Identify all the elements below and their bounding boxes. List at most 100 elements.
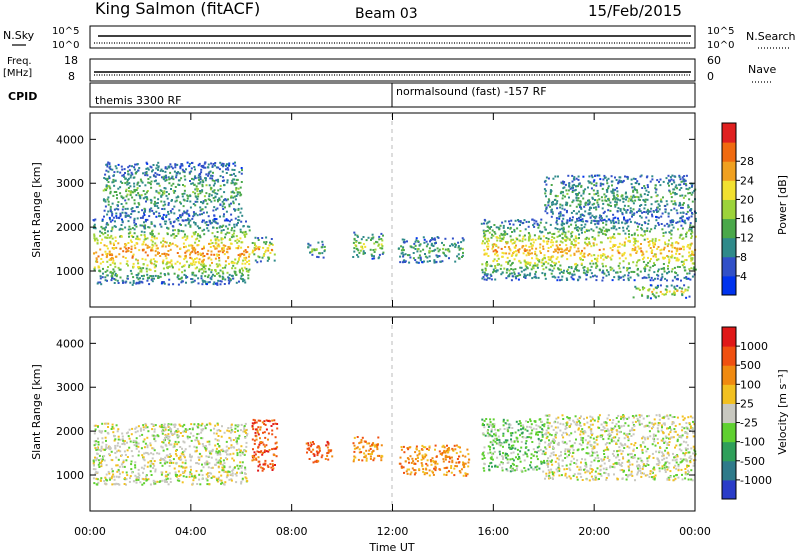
echo-pixel xyxy=(535,239,537,241)
echo-pixel xyxy=(693,268,695,270)
echo-pixel xyxy=(139,197,141,199)
echo-pixel xyxy=(218,244,220,246)
echo-pixel xyxy=(145,220,147,222)
echo-pixel xyxy=(595,206,597,208)
echo-pixel xyxy=(234,428,236,430)
echo-pixel xyxy=(244,469,246,471)
echo-pixel xyxy=(529,264,531,266)
echo-pixel xyxy=(631,179,633,181)
echo-pixel xyxy=(111,277,113,279)
echo-pixel xyxy=(176,174,178,176)
echo-pixel xyxy=(594,237,596,239)
echo-pixel xyxy=(274,464,276,466)
echo-pixel xyxy=(141,209,143,211)
echo-pixel xyxy=(220,283,222,285)
echo-pixel xyxy=(255,435,257,437)
echo-pixel xyxy=(688,230,690,232)
echo-pixel xyxy=(527,267,529,269)
echo-pixel xyxy=(102,442,104,444)
echo-pixel xyxy=(186,261,188,263)
echo-pixel xyxy=(99,281,101,283)
echo-pixel xyxy=(546,241,548,243)
echo-pixel xyxy=(668,224,670,226)
echo-pixel xyxy=(132,276,134,278)
echo-pixel xyxy=(504,246,506,248)
echo-pixel xyxy=(310,451,312,453)
echo-pixel xyxy=(133,263,135,265)
echo-pixel xyxy=(238,245,240,247)
echo-pixel xyxy=(110,264,112,266)
echo-pixel xyxy=(177,275,179,277)
echo-pixel xyxy=(618,276,620,278)
echo-pixel xyxy=(686,175,688,177)
echo-pixel xyxy=(587,271,589,273)
nave-label: Nave xyxy=(748,63,776,76)
echo-pixel xyxy=(222,176,224,178)
echo-pixel xyxy=(136,476,138,478)
echo-pixel xyxy=(131,461,133,463)
echo-pixel xyxy=(590,222,592,224)
echo-pixel xyxy=(234,267,236,269)
echo-pixel xyxy=(534,273,536,275)
echo-pixel xyxy=(629,218,631,220)
echo-pixel xyxy=(136,482,138,484)
echo-pixel xyxy=(552,241,554,243)
echo-pixel xyxy=(190,469,192,471)
echo-pixel xyxy=(646,176,648,178)
echo-pixel xyxy=(540,252,542,254)
echo-pixel xyxy=(205,445,207,447)
echo-pixel xyxy=(178,255,180,257)
echo-pixel xyxy=(178,209,180,211)
echo-pixel xyxy=(238,281,240,283)
echo-pixel xyxy=(96,238,98,240)
echo-pixel xyxy=(149,442,151,444)
echo-pixel xyxy=(143,458,145,460)
echo-pixel xyxy=(667,256,669,258)
echo-pixel xyxy=(668,175,670,177)
echo-pixel xyxy=(144,196,146,198)
echo-pixel xyxy=(659,249,661,251)
echo-pixel xyxy=(125,212,127,214)
echo-pixel xyxy=(676,212,678,214)
echo-pixel xyxy=(537,227,539,229)
echo-pixel xyxy=(226,232,228,234)
echo-pixel xyxy=(497,254,499,256)
echo-pixel xyxy=(602,263,604,265)
echo-pixel xyxy=(529,249,531,251)
echo-pixel xyxy=(561,224,563,226)
echo-pixel xyxy=(169,444,171,446)
echo-pixel xyxy=(218,440,220,442)
echo-pixel xyxy=(524,239,526,241)
echo-pixel xyxy=(648,191,650,193)
echo-pixel xyxy=(229,466,231,468)
echo-pixel xyxy=(154,242,156,244)
echo-pixel xyxy=(644,193,646,195)
echo-pixel xyxy=(571,212,573,214)
echo-pixel xyxy=(239,192,241,194)
echo-pixel xyxy=(136,442,138,444)
echo-pixel xyxy=(481,263,483,265)
echo-pixel xyxy=(198,227,200,229)
echo-pixel xyxy=(519,230,521,232)
echo-pixel xyxy=(564,209,566,211)
echo-pixel xyxy=(238,188,240,190)
echo-pixel xyxy=(105,479,107,481)
power-echoes xyxy=(93,161,697,299)
echo-pixel xyxy=(163,450,165,452)
echo-pixel xyxy=(169,163,171,165)
echo-pixel xyxy=(208,164,210,166)
echo-pixel xyxy=(576,220,578,222)
echo-pixel xyxy=(227,474,229,476)
echo-pixel xyxy=(119,473,121,475)
echo-pixel xyxy=(582,198,584,200)
echo-pixel xyxy=(679,189,681,191)
echo-pixel xyxy=(104,229,106,231)
echo-pixel xyxy=(615,221,617,223)
echo-pixel xyxy=(106,261,108,263)
echo-pixel xyxy=(370,249,372,251)
echo-pixel xyxy=(104,232,106,234)
echo-pixel xyxy=(556,207,558,209)
echo-pixel xyxy=(674,193,676,195)
echo-pixel xyxy=(206,212,208,214)
echo-pixel xyxy=(163,205,165,207)
